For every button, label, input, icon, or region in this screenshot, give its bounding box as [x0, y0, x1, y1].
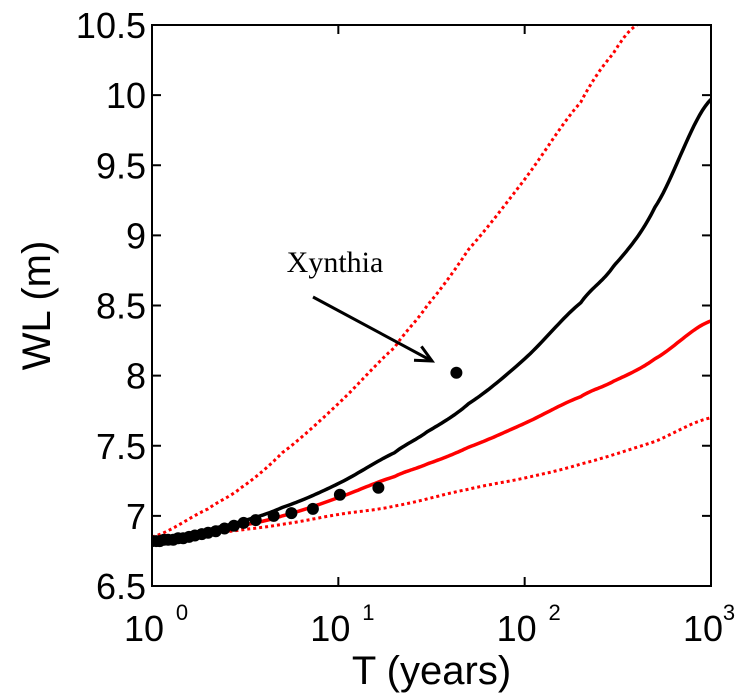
- y-tick-label: 10.5: [76, 5, 146, 46]
- x-tick-exponent: 0: [176, 600, 188, 625]
- y-tick-label: 8: [126, 356, 146, 397]
- observation-point: [372, 481, 385, 494]
- x-tick-label: 10: [683, 608, 723, 649]
- series-line-3: [152, 25, 638, 539]
- annotation-arrow-head: [413, 345, 436, 363]
- x-axis-ticks: 10 0 10 1 10 2 10 3: [124, 25, 735, 649]
- x-tick-label: 10: [310, 608, 350, 649]
- axes-box: [151, 24, 712, 587]
- x-tick-label: 10: [124, 608, 164, 649]
- series-line-1: [152, 98, 711, 543]
- observation-point: [306, 502, 319, 515]
- x-tick-exponent: 3: [723, 600, 735, 625]
- x-axis-label: T (years): [352, 649, 511, 693]
- y-tick-label: 7: [126, 496, 146, 537]
- observation-point: [267, 509, 280, 522]
- observation-point: [249, 514, 262, 527]
- series-line-4: [152, 416, 711, 543]
- y-tick-label: 9.5: [96, 145, 146, 186]
- x-tick-label: 10: [497, 608, 537, 649]
- observation-point: [237, 516, 250, 529]
- observation-point: [227, 519, 240, 532]
- observation-point: [450, 366, 463, 379]
- plot-area: [152, 25, 711, 548]
- y-tick-label: 8.5: [96, 286, 146, 327]
- observation-point: [218, 522, 231, 535]
- observation-point: [285, 507, 298, 520]
- x-tick-exponent: 2: [549, 600, 561, 625]
- y-tick-label: 9: [126, 215, 146, 256]
- y-axis-ticks: 6.5 7 7.5 8 8.5 9 9.5 10 10.5: [76, 5, 711, 607]
- y-tick-label: 6.5: [96, 566, 146, 607]
- y-tick-label: 7.5: [96, 426, 146, 467]
- annotation-arrow: [312, 295, 433, 363]
- y-axis-label: WL (m): [15, 241, 59, 371]
- x-tick-exponent: 1: [362, 600, 374, 625]
- observation-point: [333, 488, 346, 501]
- annotation-xynthia: Xynthia: [287, 246, 384, 279]
- annotation: Xynthia: [287, 246, 436, 363]
- y-tick-label: 10: [106, 75, 146, 116]
